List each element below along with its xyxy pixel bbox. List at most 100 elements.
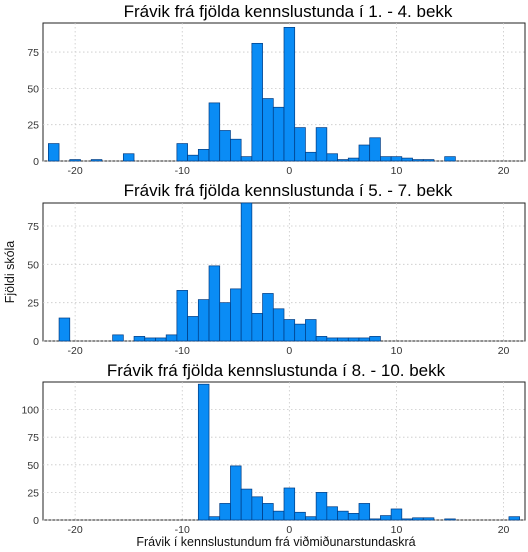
histogram-bar: [251, 313, 263, 342]
histogram-bar: [369, 518, 381, 521]
panel-2-title: Frávik frá fjölda kennslustunda í 5. - 7…: [124, 181, 453, 200]
panel-3-title: Frávik frá fjölda kennslustunda í 8. - 1…: [107, 361, 446, 380]
x-tick-label: 20: [498, 165, 510, 177]
histogram-bar: [305, 516, 317, 521]
histogram-bar: [272, 510, 285, 521]
x-tick-label: -10: [175, 345, 190, 357]
histogram-bar: [240, 202, 253, 342]
histogram-bar: [294, 323, 306, 342]
histogram-bar: [176, 290, 188, 342]
panel-2-bars: [58, 202, 381, 342]
panel-2: Frávik frá fjölda kennslustunda í 5. - 7…: [27, 181, 526, 357]
y-tick-label: 25: [27, 487, 39, 499]
x-tick-label: -20: [68, 165, 83, 177]
histogram-bar: [305, 151, 317, 162]
histogram-bar: [165, 334, 178, 342]
histogram-bar: [48, 143, 60, 162]
histogram-bar: [390, 156, 403, 162]
histogram-bar: [283, 27, 296, 162]
y-tick-label: 50: [27, 259, 39, 271]
histogram-bar: [144, 337, 156, 342]
histogram-bar: [133, 336, 146, 342]
histogram-bar: [187, 154, 199, 162]
histogram-bar: [197, 383, 210, 521]
histogram-bar: [347, 513, 360, 521]
histogram-bar: [337, 159, 349, 162]
y-tick-label: 50: [27, 83, 39, 95]
histogram-bar: [315, 492, 328, 521]
histogram-bar: [422, 517, 435, 521]
y-tick-label: 50: [27, 460, 39, 472]
panel-3-y-tick-labels: 0 25 50 75 100: [21, 405, 39, 527]
histogram-bar: [197, 149, 210, 162]
x-tick-label: 20: [498, 524, 510, 536]
histogram-bar: [197, 299, 210, 342]
histogram-bar: [326, 506, 338, 521]
y-tick-label: 75: [27, 432, 39, 444]
histogram-bar: [422, 159, 435, 162]
panel-1-y-tick-labels: 0 25 50 75: [27, 47, 39, 168]
histogram-bar: [262, 503, 274, 521]
histogram-bar: [326, 153, 338, 162]
histogram-bar: [315, 127, 328, 162]
histogram-bar: [90, 159, 103, 162]
histogram-bar: [337, 510, 349, 521]
y-tick-label: 0: [33, 515, 39, 527]
histogram-bar: [347, 157, 360, 162]
histogram-bar: [401, 518, 413, 521]
y-tick-label: 25: [27, 120, 39, 132]
y-tick-label: 25: [27, 298, 39, 310]
histogram-bar: [262, 98, 274, 162]
x-tick-label: -10: [175, 165, 190, 177]
histogram-bar: [294, 127, 306, 162]
histogram-bar: [305, 319, 317, 342]
y-tick-label: 75: [27, 47, 39, 59]
histogram-bar: [358, 503, 371, 521]
x-tick-label: 20: [498, 345, 510, 357]
x-tick-label: 10: [391, 345, 403, 357]
y-axis-label: Fjöldi skóla: [3, 241, 17, 304]
x-tick-label: -20: [68, 345, 83, 357]
histogram-bar: [176, 143, 188, 162]
histogram-bar: [401, 157, 413, 162]
histogram-bar: [251, 42, 263, 162]
histogram-bar: [230, 138, 242, 162]
histogram-bar: [219, 302, 231, 342]
histogram-bar: [240, 488, 253, 521]
panel-3-bars: [197, 383, 520, 521]
histogram-bar: [240, 156, 253, 162]
panel-1-bars: [48, 27, 456, 162]
histogram-bar: [112, 334, 124, 342]
histogram-bar: [230, 288, 242, 342]
histogram-bar: [208, 265, 221, 342]
histogram-bar: [412, 517, 424, 521]
x-tick-label: 10: [391, 524, 403, 536]
histogram-bar: [380, 515, 392, 521]
histogram-bar: [294, 511, 306, 521]
x-tick-label: 0: [286, 345, 292, 357]
histogram-bar: [251, 496, 263, 521]
panel-3: Frávik frá fjölda kennslustunda í 8. - 1…: [21, 361, 526, 536]
y-tick-label: 75: [27, 221, 39, 233]
histogram-bar: [369, 336, 381, 342]
histogram-bar: [444, 518, 456, 521]
panel-1: Frávik frá fjölda kennslustunda í 1. - 4…: [27, 2, 526, 177]
y-tick-label: 0: [33, 156, 39, 168]
histogram-bar: [208, 516, 221, 521]
histogram-bar: [262, 293, 274, 342]
histogram-bar: [272, 106, 285, 162]
x-tick-label: -10: [175, 524, 190, 536]
x-tick-label: 0: [286, 524, 292, 536]
y-tick-label: 100: [21, 405, 39, 417]
histogram-bar: [315, 336, 328, 342]
histogram-bar: [347, 337, 360, 342]
histogram-bar: [508, 516, 520, 521]
histogram-bar: [187, 316, 199, 342]
panel-1-x-tick-labels: -20 -10 0 10 20: [68, 165, 510, 177]
histogram-bar: [444, 156, 456, 162]
histogram-bar: [230, 465, 242, 521]
panel-2-x-tick-labels: -20 -10 0 10 20: [68, 345, 510, 357]
panel-3-x-tick-labels: -20 -10 0 10 20: [68, 524, 510, 536]
x-tick-label: -20: [68, 524, 83, 536]
